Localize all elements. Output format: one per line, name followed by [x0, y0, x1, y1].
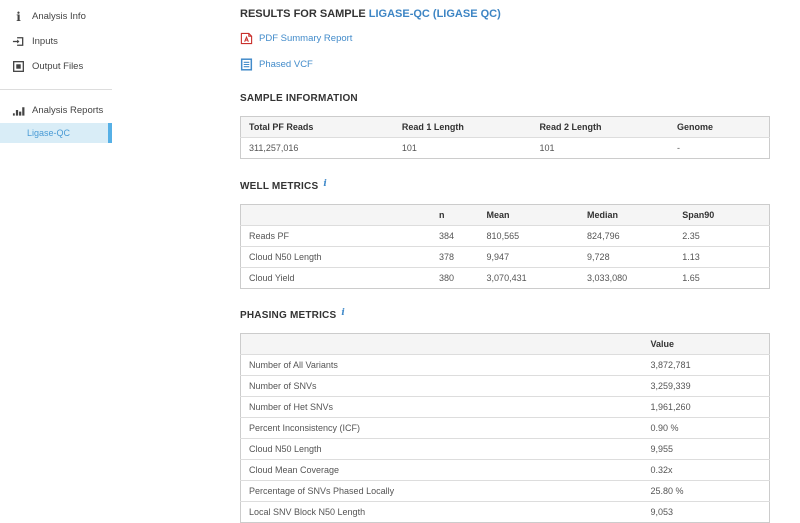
- table-row: Percentage of SNVs Phased Locally 25.80 …: [240, 480, 770, 502]
- table-row: Number of SNVs 3,259,339: [240, 375, 770, 397]
- vcf-file-icon: [240, 58, 253, 71]
- table-row: 311,257,016 101 101 -: [240, 137, 770, 159]
- table-row: Number of Het SNVs 1,961,260: [240, 396, 770, 418]
- sidebar-item-label: Output Files: [32, 61, 84, 72]
- sidebar-item-label: Inputs: [32, 36, 58, 47]
- table-header-row: Value: [240, 333, 770, 355]
- sidebar: i Analysis Info Inputs Output Files Anal…: [0, 0, 112, 500]
- metric-label: Local SNV Block N50 Length: [240, 501, 643, 523]
- column-header: [240, 204, 431, 226]
- metric-value: 0.32x: [642, 459, 770, 481]
- cell-total-pf-reads: 311,257,016: [240, 137, 394, 159]
- sample-information-title: SAMPLE INFORMATION: [240, 93, 358, 104]
- output-files-icon: [12, 60, 25, 73]
- metric-value: 9,053: [642, 501, 770, 523]
- cell-read1-length: 101: [393, 137, 532, 159]
- column-header: Mean: [478, 204, 580, 226]
- results-for-sample-label: RESULTS FOR SAMPLE: [240, 8, 369, 20]
- metric-n: 380: [430, 267, 479, 289]
- metric-label: Percentage of SNVs Phased Locally: [240, 480, 643, 502]
- sidebar-item-analysis-info[interactable]: i Analysis Info: [0, 4, 112, 29]
- pdf-icon: [240, 32, 253, 45]
- metric-n: 384: [430, 225, 479, 247]
- table-row: Cloud Yield 380 3,070,431 3,033,080 1.65: [240, 267, 770, 289]
- sample-information-table: Total PF Reads Read 1 Length Read 2 Leng…: [240, 116, 770, 159]
- metric-label: Reads PF: [240, 225, 431, 247]
- metric-span90: 1.65: [674, 267, 770, 289]
- metric-value: 9,955: [642, 438, 770, 460]
- table-header-row: n Mean Median Span90: [240, 204, 770, 226]
- metric-label: Percent Inconsistency (ICF): [240, 417, 643, 439]
- phased-vcf-label: Phased VCF: [259, 59, 313, 70]
- table-row: Local SNV Block N50 Length 9,053: [240, 501, 770, 523]
- column-header: n: [430, 204, 479, 226]
- well-metrics-label: WELL METRICS: [240, 181, 319, 192]
- column-header: [240, 333, 643, 355]
- metric-median: 824,796: [579, 225, 675, 247]
- column-header: Value: [642, 333, 770, 355]
- column-header: Read 1 Length: [393, 116, 532, 138]
- metric-value: 25.80 %: [642, 480, 770, 502]
- metric-label: Number of Het SNVs: [240, 396, 643, 418]
- sidebar-item-analysis-reports[interactable]: Analysis Reports: [0, 98, 112, 123]
- main-content: RESULTS FOR SAMPLE LIGASE-QC (LIGASE QC)…: [240, 0, 770, 523]
- metric-label: Cloud Yield: [240, 267, 431, 289]
- inputs-icon: [12, 35, 25, 48]
- metric-label: Cloud N50 Length: [240, 438, 643, 460]
- cell-genome: -: [668, 137, 770, 159]
- pdf-summary-report-link[interactable]: PDF Summary Report: [240, 32, 770, 45]
- metric-mean: 9,947: [478, 246, 580, 268]
- page-title: RESULTS FOR SAMPLE LIGASE-QC (LIGASE QC): [240, 8, 770, 20]
- table-row: Cloud N50 Length 378 9,947 9,728 1.13: [240, 246, 770, 268]
- sidebar-item-ligase-qc[interactable]: Ligase-QC: [0, 123, 112, 143]
- sidebar-item-inputs[interactable]: Inputs: [0, 29, 112, 54]
- metric-mean: 810,565: [478, 225, 580, 247]
- table-row: Number of All Variants 3,872,781: [240, 354, 770, 376]
- well-metrics-info-icon[interactable]: i: [323, 179, 327, 189]
- metric-label: Cloud Mean Coverage: [240, 459, 643, 481]
- metric-n: 378: [430, 246, 479, 268]
- metric-median: 9,728: [579, 246, 675, 268]
- column-header: Span90: [674, 204, 770, 226]
- phasing-metrics-label: PHASING METRICS: [240, 310, 337, 321]
- metric-span90: 1.13: [674, 246, 770, 268]
- table-row: Reads PF 384 810,565 824,796 2.35: [240, 225, 770, 247]
- metric-label: Cloud N50 Length: [240, 246, 431, 268]
- phasing-metrics-info-icon[interactable]: i: [341, 308, 345, 318]
- metric-mean: 3,070,431: [478, 267, 580, 289]
- table-row: Percent Inconsistency (ICF) 0.90 %: [240, 417, 770, 439]
- metric-value: 3,872,781: [642, 354, 770, 376]
- sample-link[interactable]: LIGASE-QC (LIGASE QC): [368, 8, 501, 20]
- well-metrics-title: WELL METRICS i: [240, 179, 770, 192]
- phasing-metrics-table: Value Number of All Variants 3,872,781 N…: [240, 333, 770, 523]
- metric-median: 3,033,080: [579, 267, 675, 289]
- info-icon: i: [16, 9, 21, 24]
- cell-read2-length: 101: [531, 137, 669, 159]
- metric-value: 3,259,339: [642, 375, 770, 397]
- column-header: Read 2 Length: [531, 116, 669, 138]
- sidebar-item-output-files[interactable]: Output Files: [0, 54, 112, 79]
- table-row: Cloud N50 Length 9,955: [240, 438, 770, 460]
- metric-label: Number of SNVs: [240, 375, 643, 397]
- bar-chart-icon: [12, 104, 25, 117]
- sidebar-item-label: Analysis Info: [32, 11, 86, 22]
- column-header: Median: [579, 204, 675, 226]
- column-header: Total PF Reads: [240, 116, 394, 138]
- sidebar-divider: [0, 89, 112, 90]
- column-header: Genome: [668, 116, 770, 138]
- well-metrics-table: n Mean Median Span90 Reads PF 384 810,56…: [240, 204, 770, 289]
- report-item-label: Ligase-QC: [27, 128, 71, 138]
- metric-value: 0.90 %: [642, 417, 770, 439]
- pdf-summary-report-label: PDF Summary Report: [259, 33, 353, 44]
- phased-vcf-link[interactable]: Phased VCF: [240, 58, 770, 71]
- phasing-metrics-title: PHASING METRICS i: [240, 308, 770, 321]
- sidebar-item-label: Analysis Reports: [32, 105, 104, 116]
- metric-label: Number of All Variants: [240, 354, 643, 376]
- metric-span90: 2.35: [674, 225, 770, 247]
- table-row: Cloud Mean Coverage 0.32x: [240, 459, 770, 481]
- metric-value: 1,961,260: [642, 396, 770, 418]
- table-header-row: Total PF Reads Read 1 Length Read 2 Leng…: [240, 116, 770, 138]
